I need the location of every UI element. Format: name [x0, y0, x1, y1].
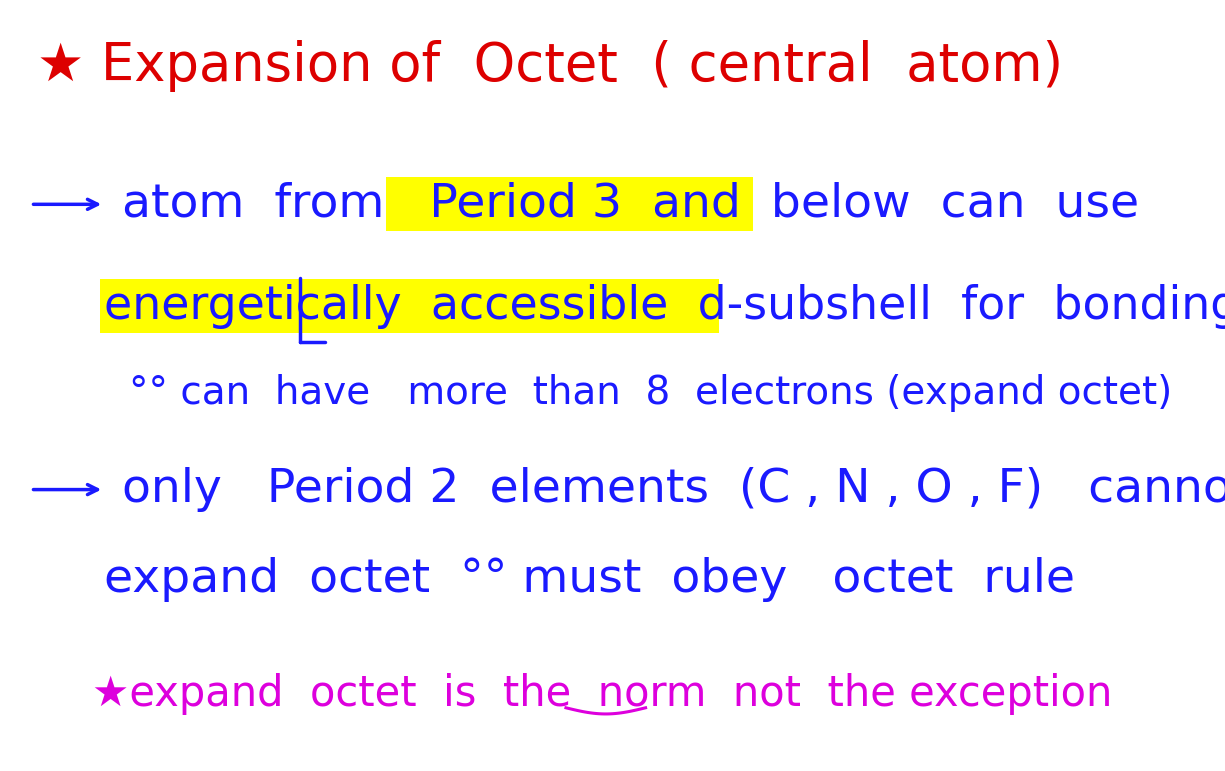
- Bar: [386, 177, 753, 231]
- Text: only   Period 2  elements  (C , N , O , F)   cannot: only Period 2 elements (C , N , O , F) c…: [122, 467, 1225, 512]
- Text: °° can  have   more  than  8  electrons (expand octet): °° can have more than 8 electrons (expan…: [129, 374, 1172, 412]
- Text: ★expand  octet  is  the  norm  not  the exception: ★expand octet is the norm not the except…: [92, 673, 1112, 715]
- Text: atom  from   Period 3  and  below  can  use: atom from Period 3 and below can use: [122, 182, 1139, 227]
- Text: ★ Expansion of  Octet  ( central  atom): ★ Expansion of Octet ( central atom): [37, 39, 1063, 92]
- Text: energetically  accessible  d-subshell  for  bonding: energetically accessible d-subshell for …: [104, 284, 1225, 328]
- Bar: [100, 279, 719, 333]
- Text: expand  octet  °° must  obey   octet  rule: expand octet °° must obey octet rule: [104, 557, 1076, 602]
